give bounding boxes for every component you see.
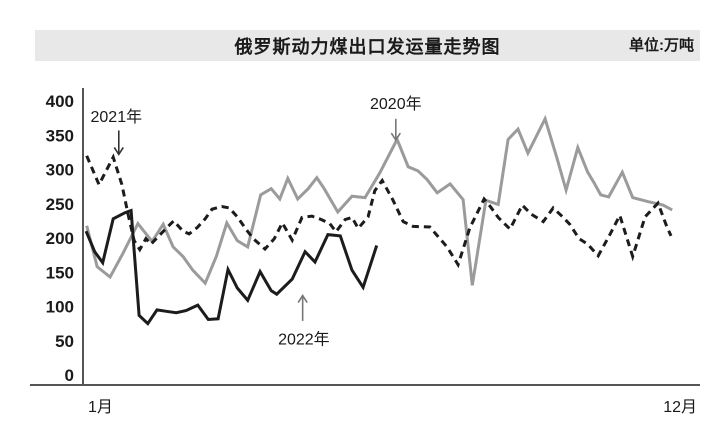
chart-header: 俄罗斯动力煤出口发运量走势图 单位:万吨 bbox=[35, 30, 700, 61]
y-tick-label: 300 bbox=[46, 161, 74, 180]
y-tick-label: 400 bbox=[46, 92, 74, 111]
y-tick-label: 50 bbox=[55, 332, 74, 351]
series-line-2020年 bbox=[85, 114, 673, 286]
y-tick-label: 200 bbox=[46, 229, 74, 248]
annotation-arrow-head bbox=[390, 132, 401, 142]
annotation-label-2021年: 2021年 bbox=[91, 108, 143, 126]
y-tick-label: 350 bbox=[46, 126, 74, 145]
annotation-label-2020年: 2020年 bbox=[370, 95, 422, 113]
x-label-start: 1月 bbox=[88, 399, 113, 416]
y-tick-label: 250 bbox=[46, 195, 74, 214]
annotation-label-2022年: 2022年 bbox=[278, 331, 330, 349]
unit-label: 单位:万吨 bbox=[629, 37, 694, 54]
annotation-arrow-head bbox=[113, 146, 124, 156]
y-tick-label: 100 bbox=[46, 298, 74, 317]
annotation-arrow-head bbox=[297, 294, 308, 303]
y-tick-label: 150 bbox=[46, 263, 74, 282]
x-label-end: 12月 bbox=[663, 399, 697, 416]
series-line-2022年 bbox=[84, 208, 379, 326]
chart-title: 俄罗斯动力煤出口发运量走势图 bbox=[234, 36, 501, 57]
series-line-2021年 bbox=[85, 153, 673, 269]
y-tick-label: 0 bbox=[65, 366, 74, 385]
